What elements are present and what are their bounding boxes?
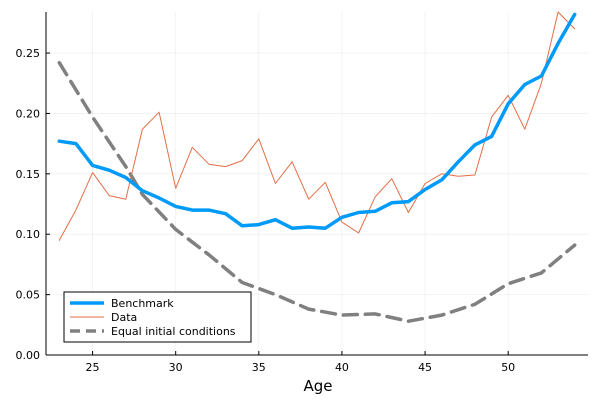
series-line-equal-initial-conditions (57, 60, 577, 323)
x-tick-label: 45 (418, 361, 432, 374)
x-tick-label: 40 (335, 361, 349, 374)
y-tick-label: 0.20 (16, 107, 41, 120)
axes (45, 12, 588, 356)
x-tick-label: 30 (169, 361, 183, 374)
x-tick-label: 50 (501, 361, 515, 374)
y-tick-label: 0.00 (16, 349, 41, 362)
x-tick-label: 25 (86, 361, 100, 374)
y-tick-label: 0.15 (16, 168, 41, 181)
y-tick-label: 0.25 (16, 47, 41, 60)
series-lines (57, 11, 577, 323)
y-tick-label: 0.10 (16, 228, 41, 241)
legend-label: Equal initial conditions (111, 325, 236, 338)
x-tick-label: 35 (252, 361, 266, 374)
y-tick-label: 0.05 (16, 289, 41, 302)
tick-labels: 25 30 35 40 45 50 0.00 0.05 0.10 0.15 0.20 0.25 (16, 47, 516, 374)
legend-label: Benchmark (111, 297, 174, 310)
series-line-benchmark (57, 12, 577, 230)
x-axis-label: Age (303, 377, 332, 395)
legend-label: Data (111, 311, 137, 324)
series-line-data (58, 11, 576, 241)
